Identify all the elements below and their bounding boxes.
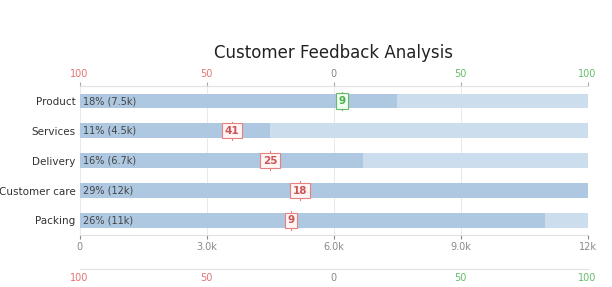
Text: 41: 41 (225, 126, 239, 136)
Text: 18% (7.5k): 18% (7.5k) (83, 96, 136, 106)
Text: 25: 25 (263, 156, 277, 166)
Text: 9: 9 (338, 96, 346, 106)
Title: Customer Feedback Analysis: Customer Feedback Analysis (214, 44, 453, 62)
Bar (80, 183, 588, 198)
Bar (80, 123, 270, 138)
Bar (80, 94, 397, 108)
Text: 11% (4.5k): 11% (4.5k) (83, 126, 136, 136)
Bar (80, 213, 545, 228)
Text: 9: 9 (288, 216, 295, 225)
Bar (80, 183, 588, 198)
Text: 26% (11k): 26% (11k) (83, 216, 133, 225)
Bar (80, 123, 588, 138)
Text: 18: 18 (293, 186, 307, 195)
Bar (80, 153, 363, 168)
Text: 16% (6.7k): 16% (6.7k) (83, 156, 136, 166)
Text: 29% (12k): 29% (12k) (83, 186, 133, 195)
Bar (80, 213, 588, 228)
Bar (80, 94, 588, 108)
Bar (80, 153, 588, 168)
